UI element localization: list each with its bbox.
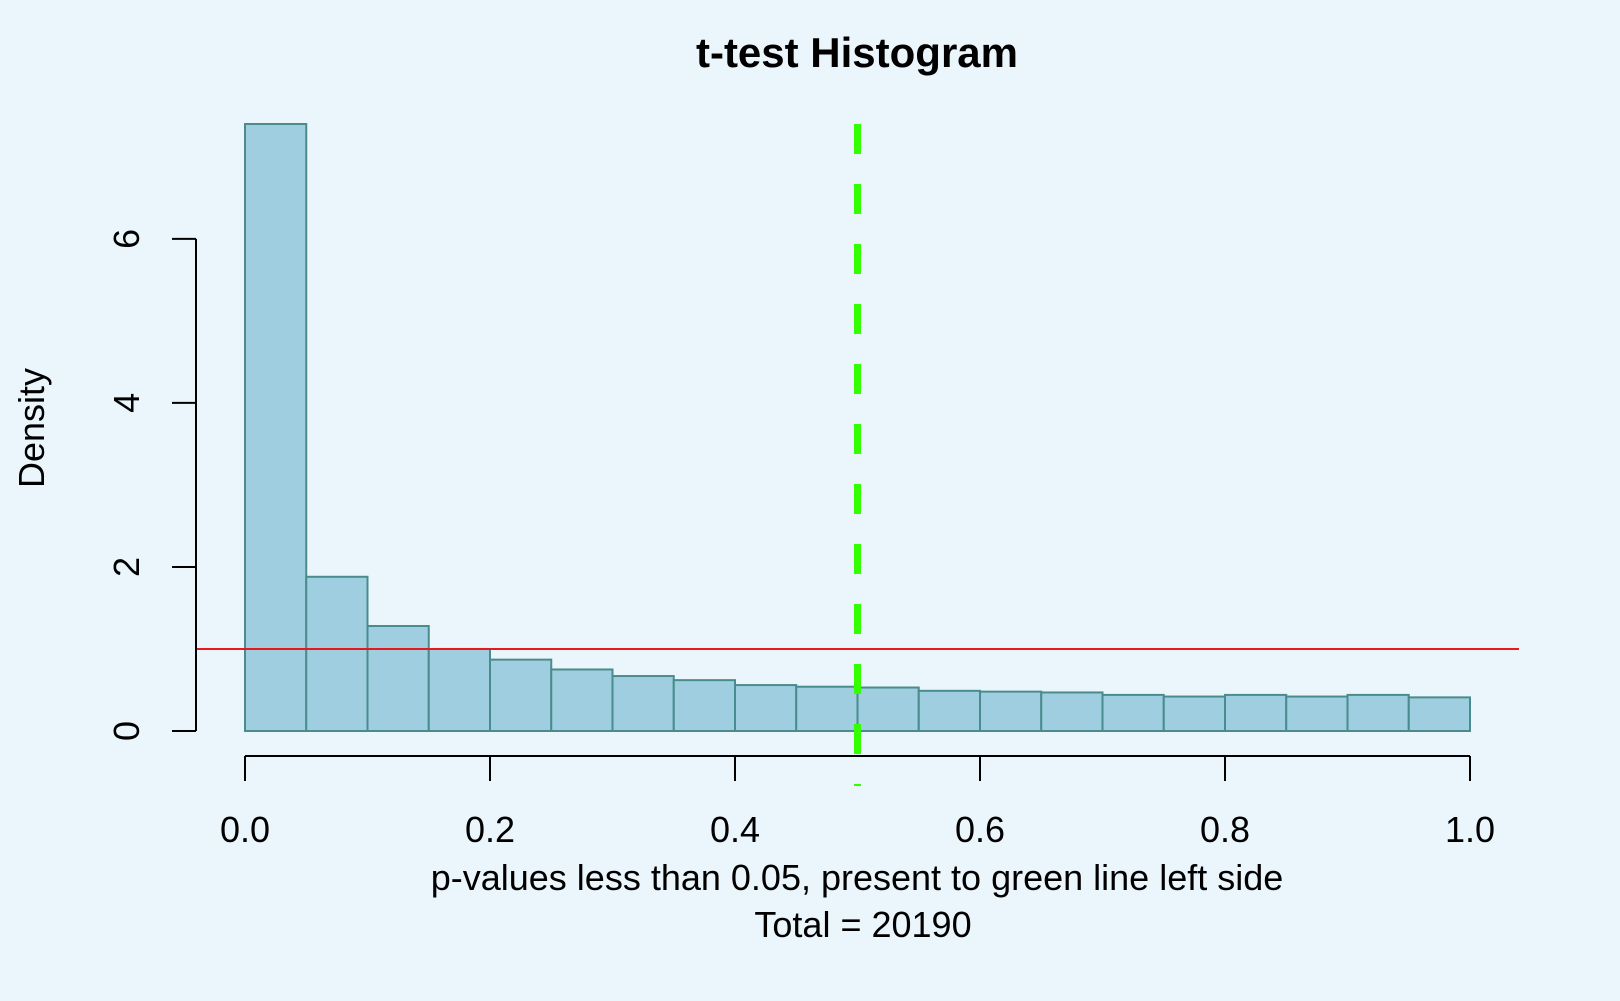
histogram-bar	[1162, 695, 1226, 732]
histogram-bar	[979, 690, 1043, 732]
histogram-bar	[611, 675, 675, 732]
y-axis-label: Density	[11, 368, 52, 488]
x-axis-sublabel: Total = 20190	[754, 904, 971, 945]
y-tick-label: 6	[106, 229, 147, 249]
histogram-bar	[244, 123, 308, 732]
y-axis: 0 2 4 6	[106, 229, 197, 741]
histogram-bar	[305, 575, 369, 732]
y-tick-label: 0	[106, 721, 147, 741]
histogram-bar	[917, 689, 981, 733]
x-axis-label: p-values less than 0.05, present to gree…	[431, 857, 1284, 898]
y-tick-label: 2	[106, 557, 147, 577]
histogram-bar	[672, 679, 736, 733]
histogram-bar	[550, 668, 614, 733]
x-tick-label: 0.4	[710, 809, 760, 850]
histogram-bar	[734, 684, 798, 733]
histogram-bar	[489, 658, 553, 732]
x-axis: 0.0 0.2 0.4 0.6 0.8 1.0	[220, 755, 1495, 850]
x-tick-label: 0.0	[220, 809, 270, 850]
x-tick-label: 1.0	[1445, 809, 1495, 850]
histogram-bar	[1407, 696, 1471, 732]
histogram-bar	[1101, 693, 1165, 732]
histogram-bar	[1285, 695, 1349, 732]
x-tick-label: 0.6	[955, 809, 1005, 850]
x-tick-label: 0.8	[1200, 809, 1250, 850]
chart-title: t-test Histogram	[696, 29, 1018, 76]
histogram-bar	[1346, 693, 1410, 732]
histogram-bar	[795, 685, 859, 732]
histogram-bar	[427, 647, 491, 732]
histogram-bar	[366, 625, 430, 733]
x-tick-label: 0.2	[465, 809, 515, 850]
histogram-bar	[1224, 693, 1288, 732]
bars-group	[244, 123, 1471, 733]
histogram-bar	[856, 686, 920, 733]
histogram-bar	[1040, 691, 1104, 733]
y-tick-label: 4	[106, 393, 147, 413]
